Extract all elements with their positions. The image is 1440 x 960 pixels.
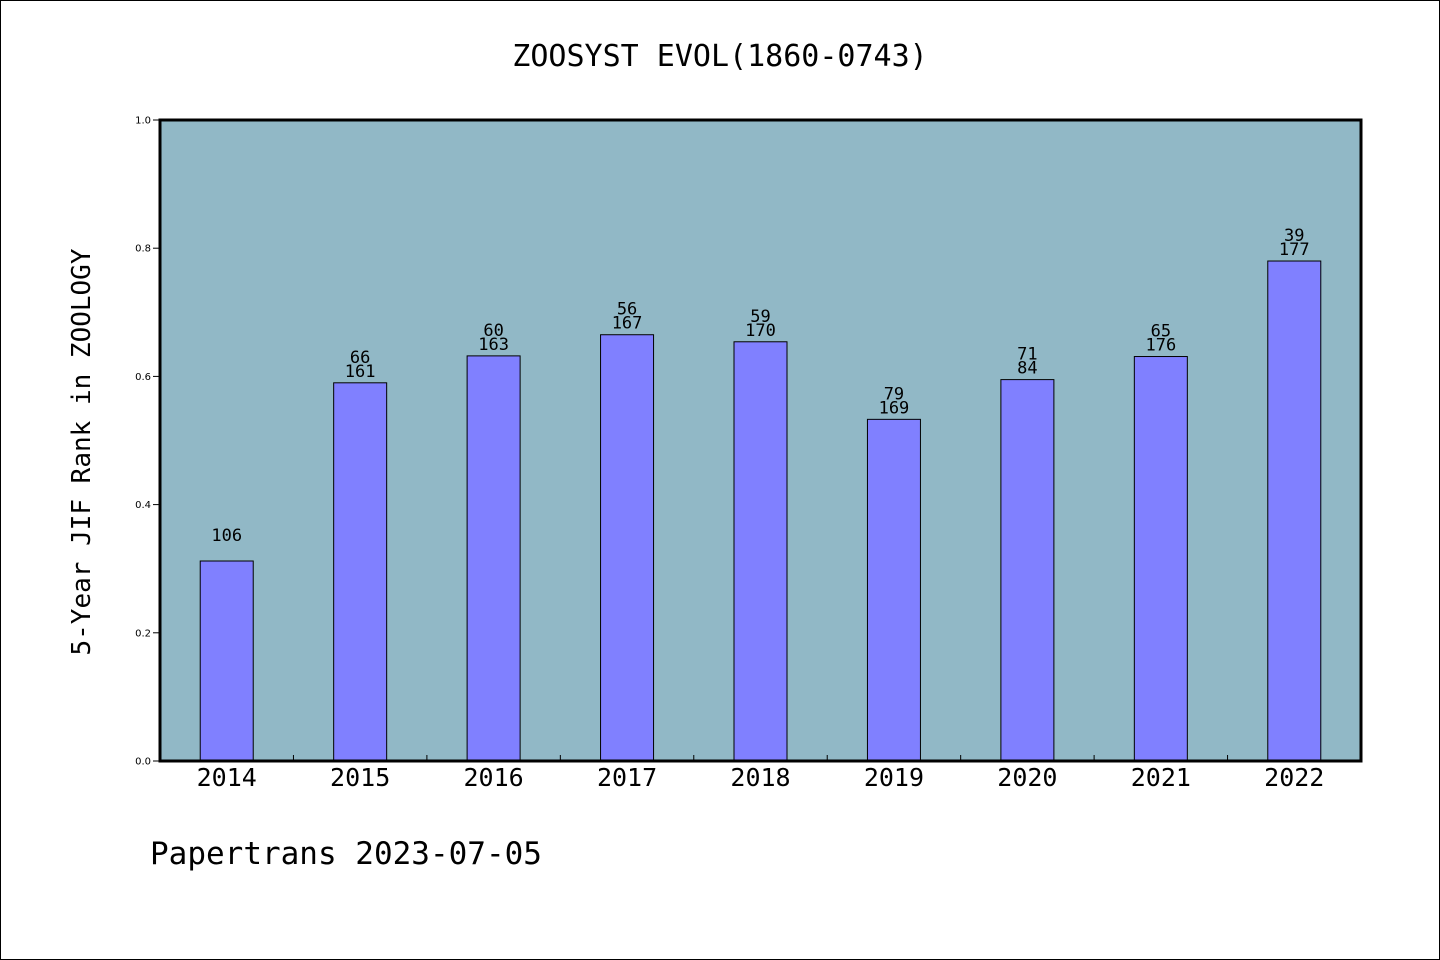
data-label-2020-1: 71 [1017,345,1037,365]
bar-2022 [1267,260,1322,762]
x-tick-label-2019: 2019 [864,763,924,792]
x-tick-label-2016: 2016 [464,763,524,792]
data-label-2017-2: 167 [612,314,643,334]
bar-2016 [466,355,521,762]
data-label-2020-2: 84 [1017,359,1037,379]
x-tick-label-2022: 2022 [1264,763,1324,792]
x-tick-label-2020: 2020 [997,763,1057,792]
chart-title: ZOOSYST EVOL(1860-0743) [512,39,927,74]
x-tick-label-2017: 2017 [597,763,657,792]
footer-text: Papertrans 2023-07-05 [150,836,542,872]
y-tick-label-0.4: 0.4 [135,500,151,511]
data-label-2019-1: 79 [884,384,904,404]
y-tick-label-0.6: 0.6 [135,372,151,383]
data-label-2018-2: 170 [745,321,776,341]
data-label-2015-2: 161 [345,362,376,382]
data-label-2015-1: 66 [350,348,370,368]
y-tick-label-0.8: 0.8 [135,244,151,255]
data-label-2022-2: 177 [1279,240,1310,260]
x-tick-label-2015: 2015 [330,763,390,792]
data-label-2022-1: 39 [1284,226,1304,246]
bar-2020 [1000,379,1055,762]
bar-2018 [733,341,788,762]
x-tick-label-2014: 2014 [197,763,257,792]
data-label-2019-2: 169 [879,398,910,418]
data-label-2017-1: 56 [617,300,637,320]
y-tick-label-1.0: 1.0 [135,116,151,127]
bar-2021 [1133,356,1188,762]
bar-2015 [333,382,388,762]
y-tick-label-0.2: 0.2 [135,628,151,639]
data-label-2021-1: 65 [1151,322,1171,342]
x-tick-label-2018: 2018 [730,763,790,792]
bar-2014 [199,560,254,762]
data-label-2016-1: 60 [483,321,503,341]
data-label-2021-2: 176 [1145,336,1176,356]
data-label-2014: 106 [211,526,242,546]
plot-border [158,118,1363,763]
data-label-2016-2: 163 [478,335,509,355]
y-axis-label: 5-Year JIF Rank in ZOOLOGY [67,248,97,655]
x-tick-label-2021: 2021 [1131,763,1191,792]
bar-2019 [866,418,921,762]
bar-2017 [600,334,655,762]
data-label-2018-1: 59 [750,307,770,327]
y-tick-label-0.0: 0.0 [135,757,151,768]
